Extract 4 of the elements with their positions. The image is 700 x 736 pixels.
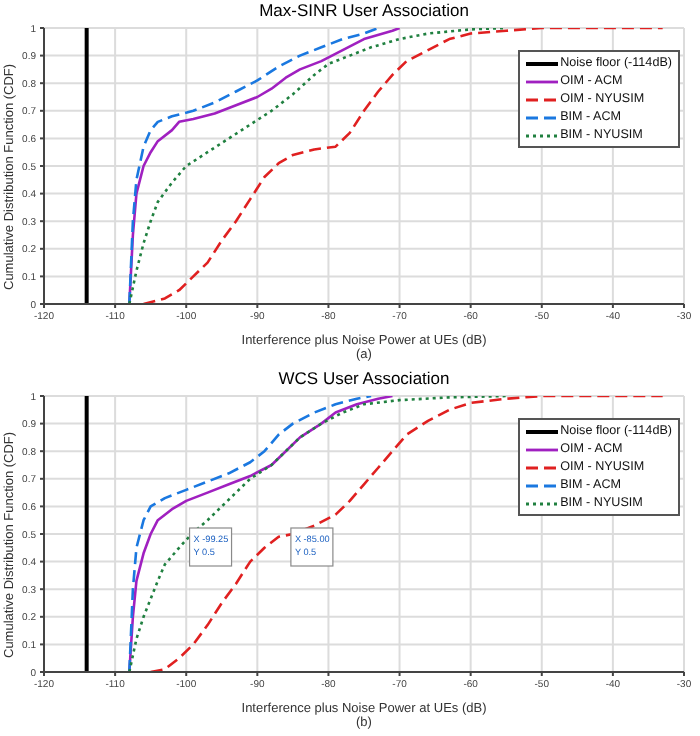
line-series	[128, 28, 508, 304]
chart-title: WCS User Association	[276, 368, 452, 390]
chart-title: Max-SINR User Association	[257, 0, 471, 22]
line-series	[128, 396, 508, 672]
